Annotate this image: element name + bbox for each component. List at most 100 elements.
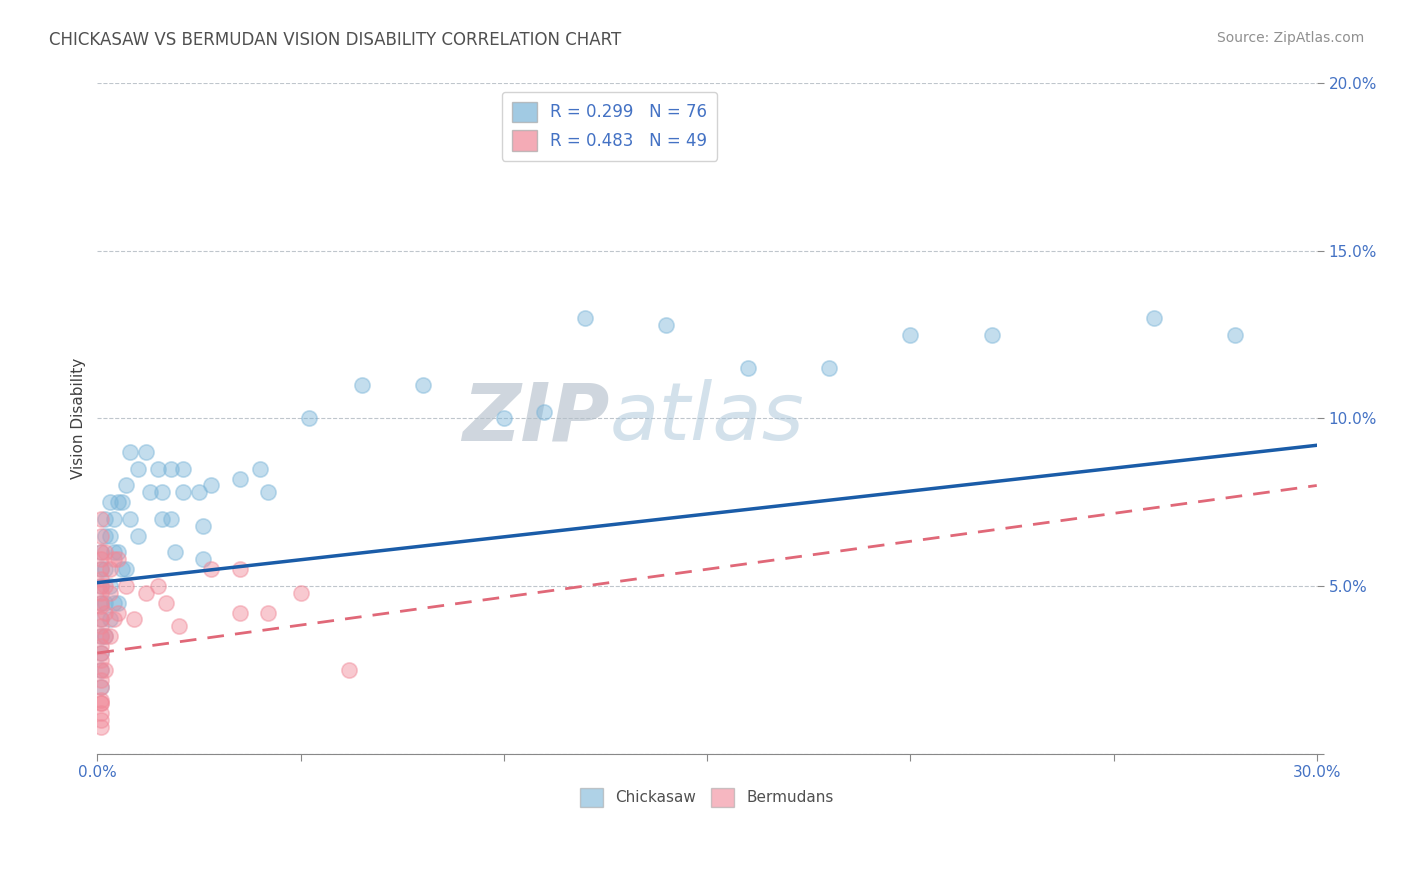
Point — [90, 562, 112, 576]
Text: Source: ZipAtlas.com: Source: ZipAtlas.com — [1216, 31, 1364, 45]
Point — [111, 562, 134, 576]
Point — [103, 613, 125, 627]
Text: atlas: atlas — [610, 379, 804, 458]
Point — [118, 512, 141, 526]
Point — [337, 663, 360, 677]
Point — [94, 629, 117, 643]
Point — [90, 552, 112, 566]
Point — [150, 485, 173, 500]
Point — [107, 495, 129, 509]
Point — [98, 629, 121, 643]
Point — [90, 629, 112, 643]
Point — [90, 529, 112, 543]
Point — [1225, 327, 1247, 342]
Point — [90, 680, 112, 694]
Point — [107, 596, 129, 610]
Point — [90, 696, 112, 710]
Point — [90, 613, 112, 627]
Point — [90, 673, 112, 687]
Point — [90, 545, 112, 559]
Point — [228, 606, 250, 620]
Point — [122, 613, 145, 627]
Legend: Chickasaw, Bermudans: Chickasaw, Bermudans — [574, 782, 839, 813]
Point — [298, 411, 321, 425]
Text: ZIP: ZIP — [463, 379, 610, 458]
Point — [90, 512, 112, 526]
Point — [98, 529, 121, 543]
Point — [90, 579, 112, 593]
Point — [107, 545, 129, 559]
Point — [98, 562, 121, 576]
Point — [191, 552, 214, 566]
Point — [574, 310, 596, 325]
Point — [127, 461, 149, 475]
Point — [228, 562, 250, 576]
Point — [90, 619, 112, 633]
Point — [818, 361, 841, 376]
Point — [898, 327, 921, 342]
Point — [655, 318, 678, 332]
Point — [191, 518, 214, 533]
Point — [98, 613, 121, 627]
Point — [290, 585, 312, 599]
Point — [114, 579, 136, 593]
Point — [412, 378, 434, 392]
Point — [98, 585, 121, 599]
Point — [167, 619, 190, 633]
Point — [188, 485, 211, 500]
Point — [94, 545, 117, 559]
Point — [90, 646, 112, 660]
Point — [90, 572, 112, 586]
Point — [159, 461, 181, 475]
Point — [90, 596, 112, 610]
Point — [90, 720, 112, 734]
Point — [103, 512, 125, 526]
Point — [90, 653, 112, 667]
Point — [90, 663, 112, 677]
Point — [159, 512, 181, 526]
Point — [1143, 310, 1166, 325]
Point — [111, 495, 134, 509]
Point — [94, 512, 117, 526]
Point — [107, 606, 129, 620]
Point — [135, 585, 157, 599]
Text: CHICKASAW VS BERMUDAN VISION DISABILITY CORRELATION CHART: CHICKASAW VS BERMUDAN VISION DISABILITY … — [49, 31, 621, 49]
Point — [249, 461, 271, 475]
Point — [94, 562, 117, 576]
Point — [350, 378, 373, 392]
Point — [492, 411, 515, 425]
Point — [200, 478, 222, 492]
Point — [114, 478, 136, 492]
Point — [98, 495, 121, 509]
Point — [90, 646, 112, 660]
Point — [90, 629, 112, 643]
Point — [90, 713, 112, 727]
Point — [94, 663, 117, 677]
Point — [90, 562, 112, 576]
Point — [90, 663, 112, 677]
Point — [94, 629, 117, 643]
Point — [94, 606, 117, 620]
Point — [90, 696, 112, 710]
Point — [90, 680, 112, 694]
Point — [94, 529, 117, 543]
Point — [172, 461, 194, 475]
Point — [163, 545, 186, 559]
Point — [107, 552, 129, 566]
Point — [737, 361, 759, 376]
Point — [94, 579, 117, 593]
Point — [90, 640, 112, 654]
Point — [980, 327, 1002, 342]
Point — [148, 579, 170, 593]
Point — [135, 445, 157, 459]
Point — [94, 596, 117, 610]
Point — [103, 552, 125, 566]
Point — [90, 596, 112, 610]
Point — [118, 445, 141, 459]
Point — [533, 405, 555, 419]
Point — [228, 472, 250, 486]
Point — [90, 693, 112, 707]
Point — [90, 599, 112, 613]
Point — [200, 562, 222, 576]
Point — [90, 579, 112, 593]
